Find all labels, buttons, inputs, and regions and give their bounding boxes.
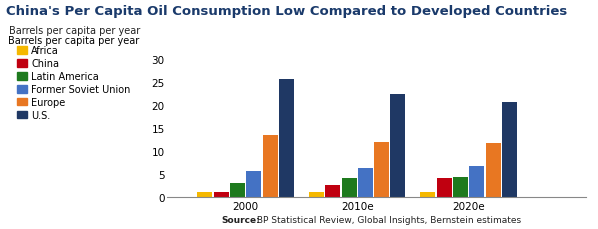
Legend: Africa, China, Latin America, Former Soviet Union, Europe, U.S.: Africa, China, Latin America, Former Sov…: [17, 46, 131, 120]
Bar: [390, 95, 405, 197]
Bar: [263, 136, 277, 197]
Bar: [486, 143, 501, 197]
Bar: [246, 171, 261, 197]
Bar: [341, 178, 356, 197]
Bar: [358, 169, 373, 197]
Bar: [309, 192, 324, 197]
Bar: [213, 192, 228, 197]
Text: BP Statistical Review, Global Insights, Bernstein estimates: BP Statistical Review, Global Insights, …: [254, 215, 521, 224]
Bar: [230, 183, 245, 197]
Bar: [197, 192, 212, 197]
Bar: [420, 192, 435, 197]
Text: Source:: Source:: [221, 215, 260, 224]
Bar: [325, 185, 340, 197]
Text: Barrels per capita per year: Barrels per capita per year: [8, 36, 139, 46]
Text: Barrels per capita per year: Barrels per capita per year: [9, 26, 140, 35]
Bar: [279, 79, 294, 197]
Bar: [453, 178, 468, 197]
Bar: [374, 142, 389, 197]
Text: China's Per Capita Oil Consumption Low Compared to Developed Countries: China's Per Capita Oil Consumption Low C…: [6, 5, 568, 18]
Bar: [502, 102, 517, 197]
Bar: [469, 166, 484, 197]
Bar: [437, 179, 451, 197]
